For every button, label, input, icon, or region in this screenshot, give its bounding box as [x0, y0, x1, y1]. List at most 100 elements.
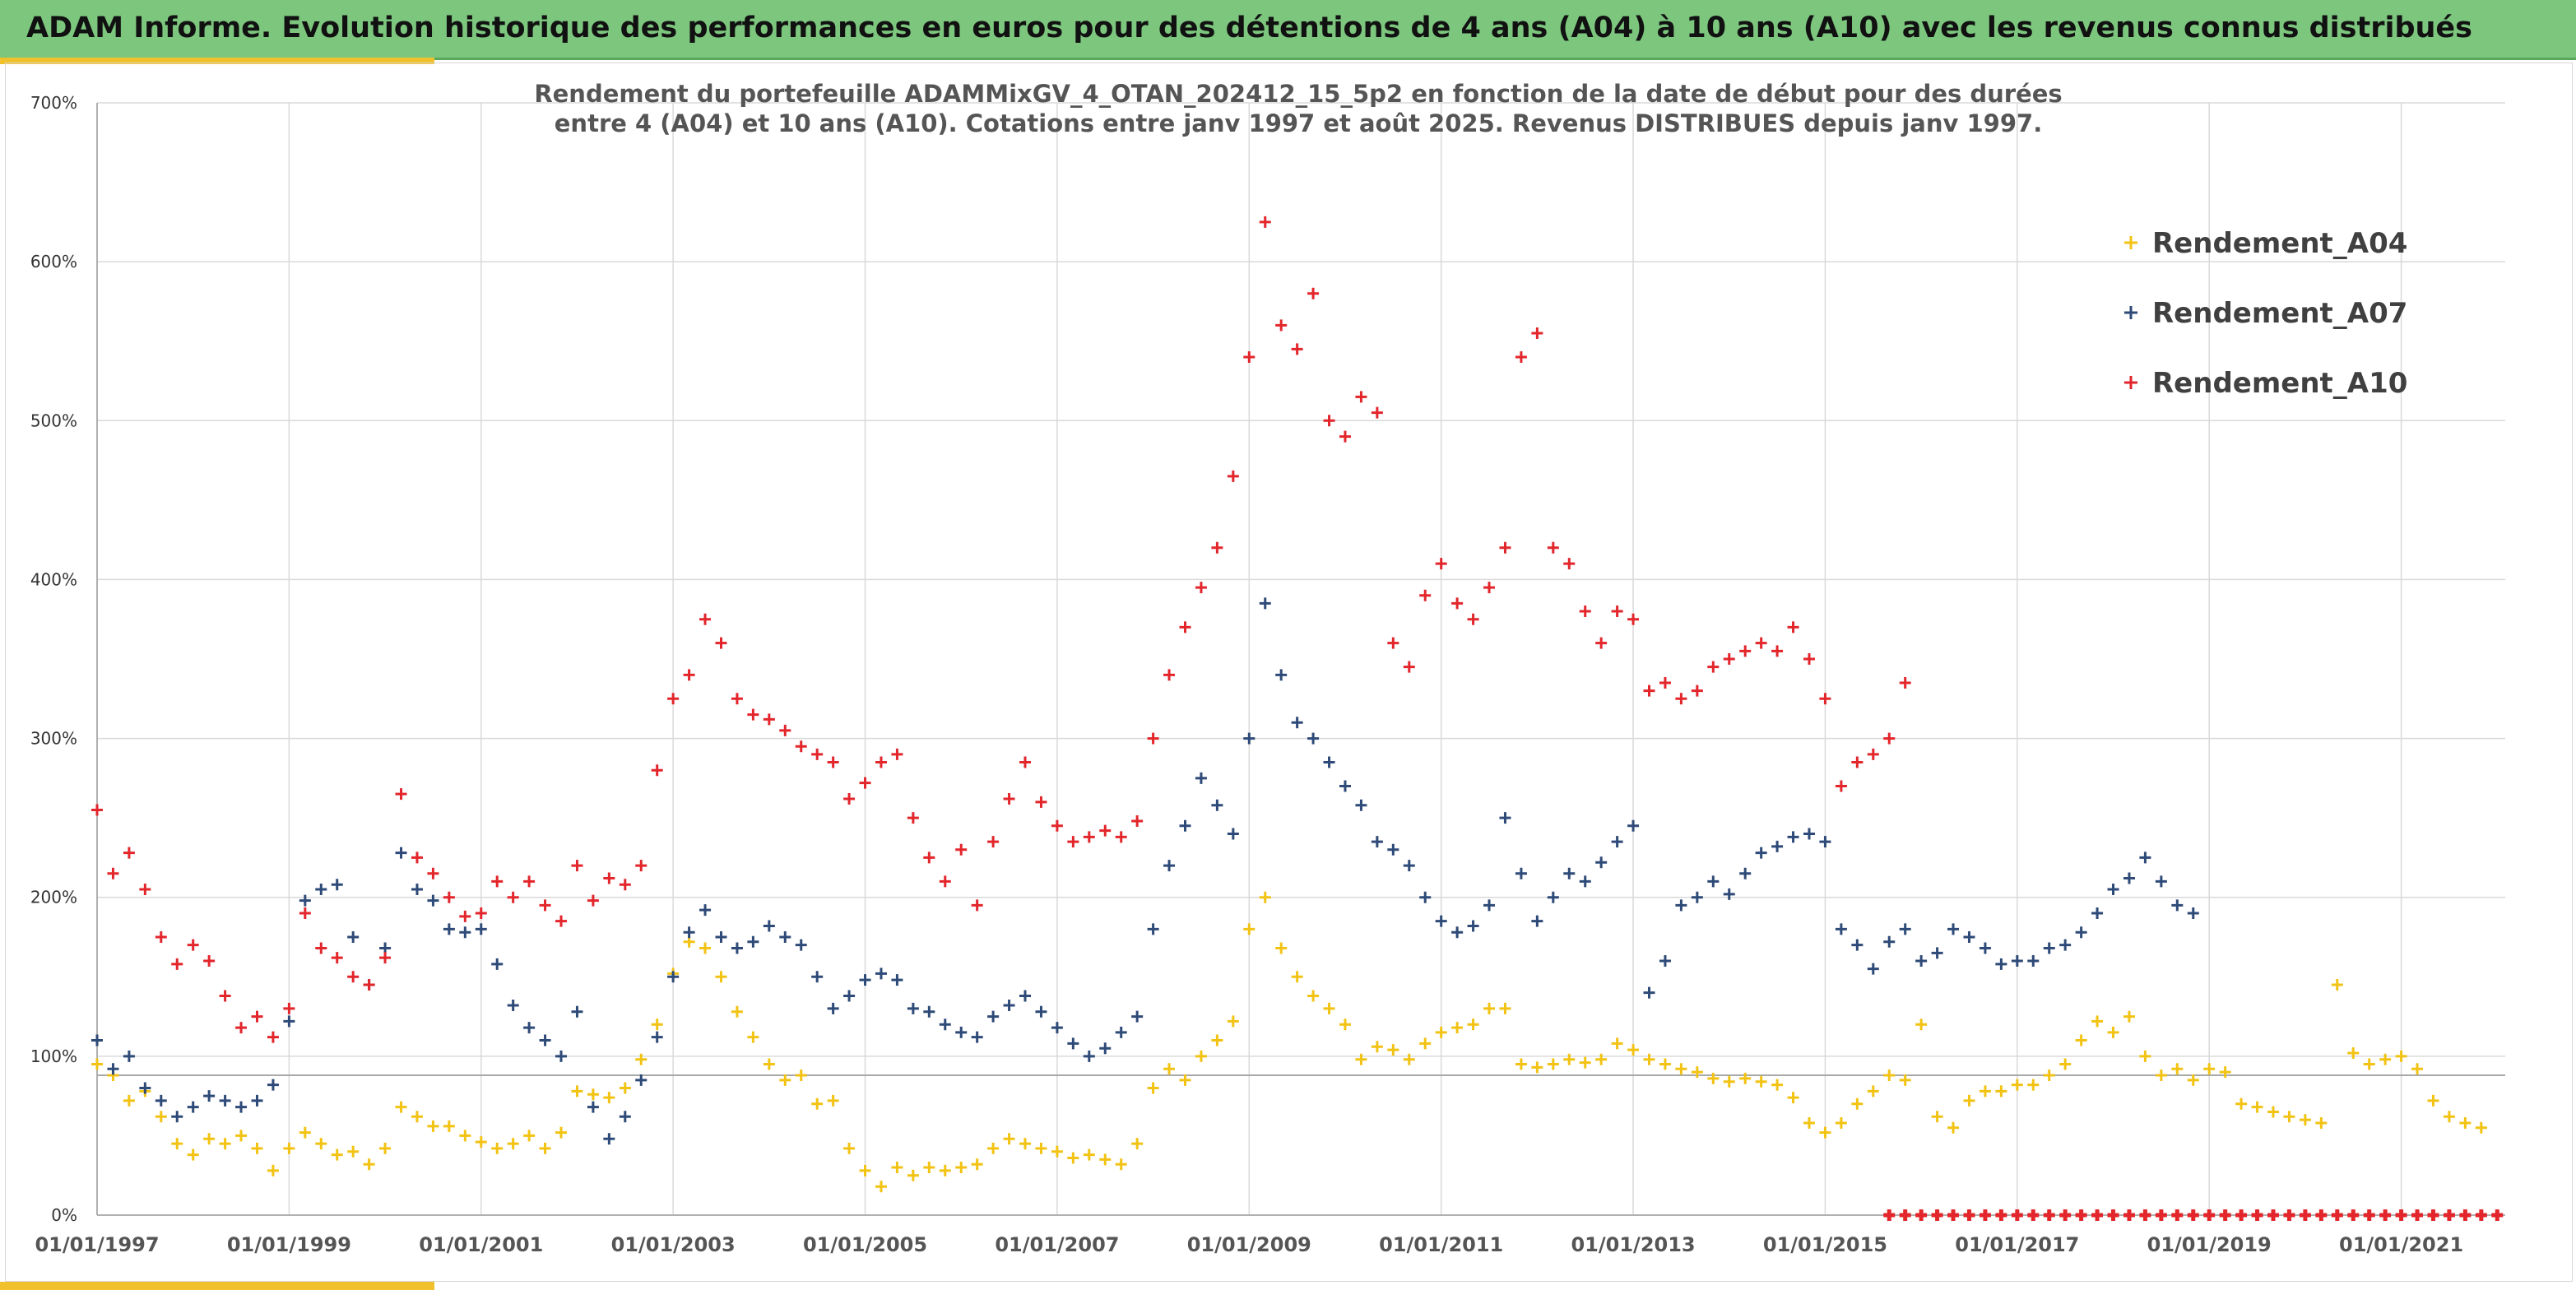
rendement-a04-point — [91, 1058, 103, 1070]
rendement-a04-point — [1179, 1074, 1191, 1086]
rendement-a04-point — [363, 1158, 375, 1171]
rendement-a04-point — [2123, 1010, 2135, 1023]
rendement-a07-point — [1419, 891, 1432, 903]
rendement-a10-point — [683, 669, 695, 681]
rendement-a04-point — [1083, 1148, 1095, 1161]
x-tick-label: 01/01/2009 — [1187, 1233, 1311, 1256]
rendement-a04-point — [331, 1148, 343, 1161]
rendement-a10-point — [507, 891, 519, 903]
rendement-a07-point — [571, 1005, 583, 1018]
rendement-a07-point — [171, 1111, 183, 1123]
rendement-a07-point — [987, 1010, 1000, 1023]
rendement-a07-point — [1035, 1005, 1047, 1018]
rendement-a04-point — [1835, 1116, 1847, 1129]
rendement-a07-point — [651, 1031, 663, 1043]
rendement-a04-point — [1163, 1063, 1176, 1075]
rendement-a10-point — [347, 971, 360, 983]
rendement-a04-point — [1867, 1085, 1879, 1097]
x-tick-label: 01/01/2001 — [419, 1233, 543, 1256]
rendement-a04-point — [2203, 1063, 2216, 1075]
rendement-a04-point — [1563, 1053, 1576, 1065]
grid-lines — [96, 102, 2505, 1216]
baseline-point — [2475, 1209, 2487, 1221]
rendement-a10-point — [1835, 780, 1847, 792]
rendement-a07-point — [971, 1031, 983, 1043]
rendement-a04-point — [2091, 1015, 2104, 1028]
baseline-point — [2187, 1209, 2199, 1221]
x-tick-label: 01/01/2007 — [995, 1233, 1119, 1256]
rendement-a07-point — [1467, 920, 1479, 932]
rendement-a07-point — [459, 926, 471, 939]
rendement-a07-point — [1131, 1010, 1144, 1023]
rendement-a07-point — [1707, 875, 1720, 888]
rendement-a04-point — [2443, 1111, 2455, 1123]
rendement-a07-point — [1227, 828, 1239, 840]
rendement-a07-point — [1563, 867, 1576, 879]
rendement-a10-point — [571, 860, 583, 872]
rendement-a07-point — [555, 1050, 568, 1062]
rendement-a10-point — [667, 693, 680, 705]
rendement-a07-point — [1339, 780, 1351, 792]
rendement-a10-point — [779, 724, 791, 736]
rendement-a07-point — [1003, 1000, 1015, 1012]
rendement-a04-point — [1995, 1085, 2007, 1097]
rendement-a04-point — [971, 1158, 983, 1171]
rendement-a07-point — [1195, 772, 1207, 784]
baseline-point — [2011, 1209, 2023, 1221]
page-title: ADAM Informe. Evolution historique des p… — [26, 12, 2473, 44]
rendement-a04-point — [187, 1148, 199, 1161]
rendement-a04-point — [1819, 1126, 1831, 1139]
rendement-a10-point — [1643, 684, 1655, 697]
rendement-a07-point — [939, 1019, 951, 1031]
rendement-a04-point — [1675, 1063, 1687, 1075]
rendement-a10-point — [267, 1031, 279, 1043]
rendement-a07-point — [811, 971, 824, 983]
rendement-a04-point — [811, 1097, 824, 1110]
rendement-a04-point — [1275, 942, 1288, 954]
rendement-a10-point — [1691, 684, 1703, 697]
rendement-a04-point — [1259, 891, 1271, 903]
rendement-a04-point — [1115, 1158, 1127, 1171]
rendement-a07-point — [155, 1094, 167, 1107]
rendement-a10-point — [411, 851, 423, 864]
rendement-a04-point — [1243, 923, 1256, 935]
rendement-a10-point — [747, 708, 759, 721]
baseline-point — [2251, 1209, 2263, 1221]
rendement-a04-point — [2107, 1026, 2119, 1038]
rendement-a07-point — [411, 884, 423, 896]
baseline-point — [2075, 1209, 2087, 1221]
rendement-a07-point — [2139, 851, 2151, 864]
baseline-point — [2027, 1209, 2040, 1221]
rendement-a04-point — [1131, 1138, 1144, 1150]
rendement-a04-point — [2267, 1106, 2279, 1118]
rendement-a04-point — [1339, 1019, 1351, 1031]
rendement-a07-point — [1947, 923, 1960, 935]
rendement-a10-point — [1083, 831, 1095, 843]
accent-bar-top — [0, 58, 434, 64]
rendement-a04-point — [123, 1094, 135, 1107]
y-tick-label: 300% — [30, 729, 77, 749]
data-points — [91, 216, 2504, 1221]
rendement-a04-point — [2059, 1058, 2072, 1070]
baseline-point — [2443, 1209, 2455, 1221]
rendement-a07-point — [1115, 1026, 1127, 1038]
y-tick-label: 100% — [30, 1046, 77, 1066]
rendement-a07-point — [1403, 860, 1415, 872]
baseline-point — [1931, 1209, 1943, 1221]
rendement-a04-point — [267, 1164, 279, 1176]
rendement-a10-point — [619, 879, 631, 891]
rendement-a04-point — [1003, 1133, 1015, 1145]
rendement-a04-point — [1931, 1111, 1943, 1123]
baseline-point — [2139, 1209, 2151, 1221]
rendement-a10-point — [1147, 732, 1159, 745]
rendement-a10-point — [1291, 343, 1303, 355]
rendement-a10-point — [859, 777, 871, 789]
baseline-point — [1947, 1209, 1960, 1221]
rendement-a04-point — [715, 971, 727, 983]
rendement-a04-point — [891, 1162, 903, 1174]
rendement-a07-point — [1979, 942, 1991, 954]
rendement-a07-point — [2059, 939, 2072, 951]
rendement-a10-point — [1003, 792, 1015, 805]
rendement-a07-point — [1915, 954, 1928, 967]
baseline-point — [2283, 1209, 2295, 1221]
